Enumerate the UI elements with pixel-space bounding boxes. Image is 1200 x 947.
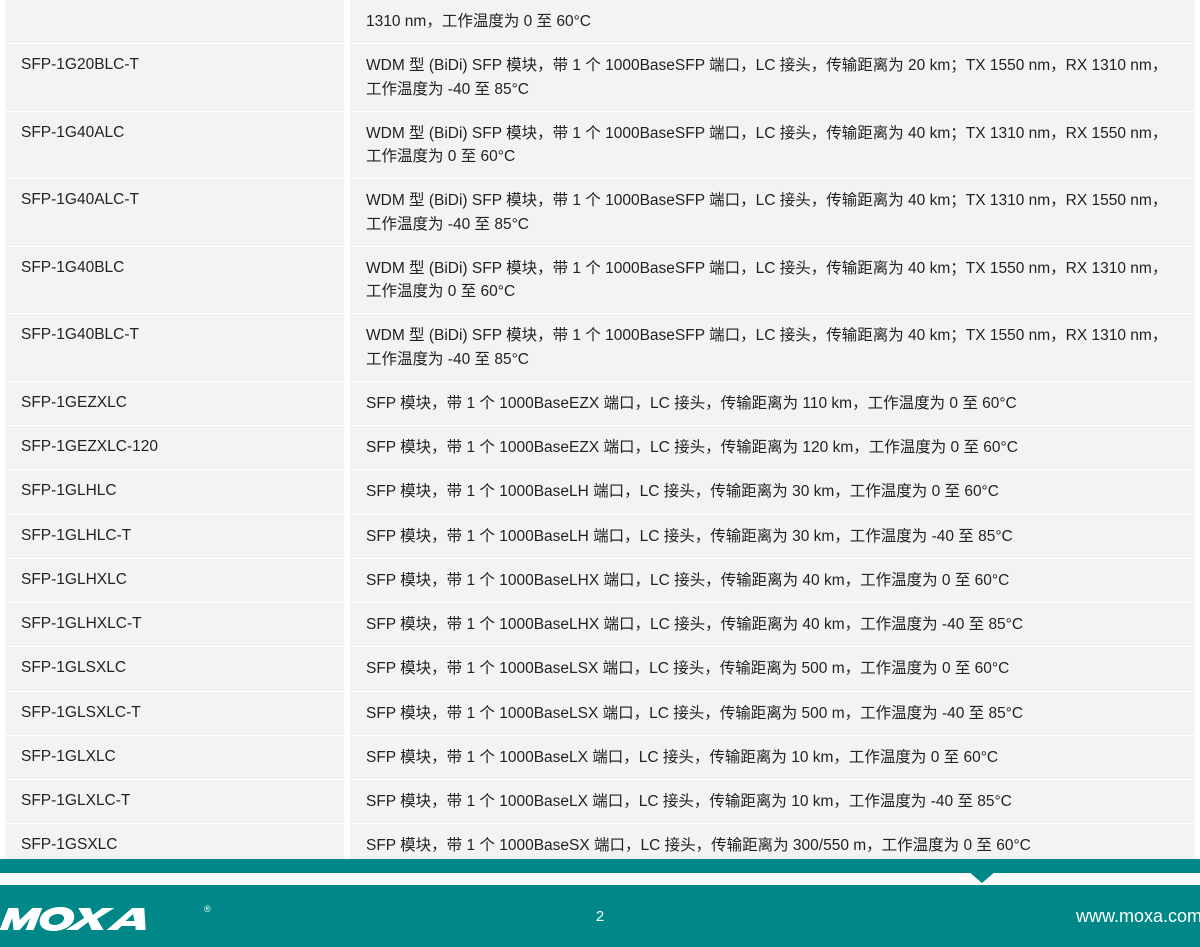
table-row: SFP-1GLHXLCSFP 模块，带 1 个 1000BaseLHX 端口，L… [5, 559, 1195, 602]
description-cell: SFP 模块，带 1 个 1000BaseLH 端口，LC 接头，传输距离为 3… [350, 470, 1195, 513]
model-cell: SFP-1GLHXLC-T [5, 603, 344, 646]
model-cell: SFP-1G40ALC [5, 112, 344, 179]
table-row: SFP-1G20BLC-TWDM 型 (BiDi) SFP 模块，带 1 个 1… [5, 44, 1195, 111]
table-row: SFP-1GLHXLC-TSFP 模块，带 1 个 1000BaseLHX 端口… [5, 603, 1195, 646]
model-cell: SFP-1G40ALC-T [5, 179, 344, 246]
description-cell: SFP 模块，带 1 个 1000BaseLX 端口，LC 接头，传输距离为 1… [350, 780, 1195, 823]
table-row: SFP-1G40ALC-TWDM 型 (BiDi) SFP 模块，带 1 个 1… [5, 179, 1195, 246]
model-cell: SFP-1GLHLC-T [5, 515, 344, 558]
description-cell: SFP 模块，带 1 个 1000BaseLSX 端口，LC 接头，传输距离为 … [350, 647, 1195, 690]
table-row: SFP-1GLHLCSFP 模块，带 1 个 1000BaseLH 端口，LC … [5, 470, 1195, 513]
description-cell: SFP 模块，带 1 个 1000BaseLSX 端口，LC 接头，传输距离为 … [350, 692, 1195, 735]
model-cell: SFP-1GLHLC [5, 470, 344, 513]
page-footer: ® 2 www.moxa.com [0, 859, 1200, 947]
model-cell: SFP-1GEZXLC-120 [5, 426, 344, 469]
model-cell: SFP-1G20BLC-T [5, 44, 344, 111]
page-number: 2 [596, 908, 604, 925]
table-row: SFP-1GLSXLCSFP 模块，带 1 个 1000BaseLSX 端口，L… [5, 647, 1195, 690]
description-cell: 1310 nm，工作温度为 0 至 60°C [350, 0, 1195, 43]
model-cell: SFP-1GLSXLC-T [5, 692, 344, 735]
spec-table: 1310 nm，工作温度为 0 至 60°CSFP-1G20BLC-TWDM 型… [0, 0, 1200, 912]
description-cell: SFP 模块，带 1 个 1000BaseLHX 端口，LC 接头，传输距离为 … [350, 559, 1195, 602]
model-cell: SFP-1GEZXLC [5, 382, 344, 425]
model-cell: SFP-1GLHXLC [5, 559, 344, 602]
model-cell: SFP-1GLXLC-T [5, 780, 344, 823]
description-cell: WDM 型 (BiDi) SFP 模块，带 1 个 1000BaseSFP 端口… [350, 44, 1195, 111]
description-cell: SFP 模块，带 1 个 1000BaseLH 端口，LC 接头，传输距离为 3… [350, 515, 1195, 558]
footer-stripe [0, 859, 1200, 873]
description-cell: WDM 型 (BiDi) SFP 模块，带 1 个 1000BaseSFP 端口… [350, 314, 1195, 381]
table-row: SFP-1G40BLCWDM 型 (BiDi) SFP 模块，带 1 个 100… [5, 247, 1195, 314]
moxa-logo: ® [0, 900, 216, 938]
description-cell: WDM 型 (BiDi) SFP 模块，带 1 个 1000BaseSFP 端口… [350, 112, 1195, 179]
table-row: SFP-1G40BLC-TWDM 型 (BiDi) SFP 模块，带 1 个 1… [5, 314, 1195, 381]
description-cell: SFP 模块，带 1 个 1000BaseLX 端口，LC 接头，传输距离为 1… [350, 736, 1195, 779]
table-row: SFP-1GLHLC-TSFP 模块，带 1 个 1000BaseLH 端口，L… [5, 515, 1195, 558]
description-cell: WDM 型 (BiDi) SFP 模块，带 1 个 1000BaseSFP 端口… [350, 179, 1195, 246]
table-row: SFP-1GEZXLCSFP 模块，带 1 个 1000BaseEZX 端口，L… [5, 382, 1195, 425]
svg-text:®: ® [204, 904, 211, 914]
model-cell [5, 0, 344, 43]
model-cell: SFP-1GLXLC [5, 736, 344, 779]
table-row: SFP-1GEZXLC-120SFP 模块，带 1 个 1000BaseEZX … [5, 426, 1195, 469]
model-cell: SFP-1GLSXLC [5, 647, 344, 690]
description-cell: WDM 型 (BiDi) SFP 模块，带 1 个 1000BaseSFP 端口… [350, 247, 1195, 314]
table-row: SFP-1GLSXLC-TSFP 模块，带 1 个 1000BaseLSX 端口… [5, 692, 1195, 735]
table-row: 1310 nm，工作温度为 0 至 60°C [5, 0, 1195, 43]
model-cell: SFP-1G40BLC [5, 247, 344, 314]
table-row: SFP-1G40ALCWDM 型 (BiDi) SFP 模块，带 1 个 100… [5, 112, 1195, 179]
footer-bar: ® 2 www.moxa.com [0, 885, 1200, 947]
footer-url: www.moxa.com [1076, 906, 1200, 927]
footer-notch-icon [954, 859, 1010, 883]
model-cell: SFP-1G40BLC-T [5, 314, 344, 381]
description-cell: SFP 模块，带 1 个 1000BaseEZX 端口，LC 接头，传输距离为 … [350, 426, 1195, 469]
footer-gap [0, 873, 1200, 885]
table-row: SFP-1GLXLCSFP 模块，带 1 个 1000BaseLX 端口，LC … [5, 736, 1195, 779]
description-cell: SFP 模块，带 1 个 1000BaseEZX 端口，LC 接头，传输距离为 … [350, 382, 1195, 425]
description-cell: SFP 模块，带 1 个 1000BaseLHX 端口，LC 接头，传输距离为 … [350, 603, 1195, 646]
table-row: SFP-1GLXLC-TSFP 模块，带 1 个 1000BaseLX 端口，L… [5, 780, 1195, 823]
